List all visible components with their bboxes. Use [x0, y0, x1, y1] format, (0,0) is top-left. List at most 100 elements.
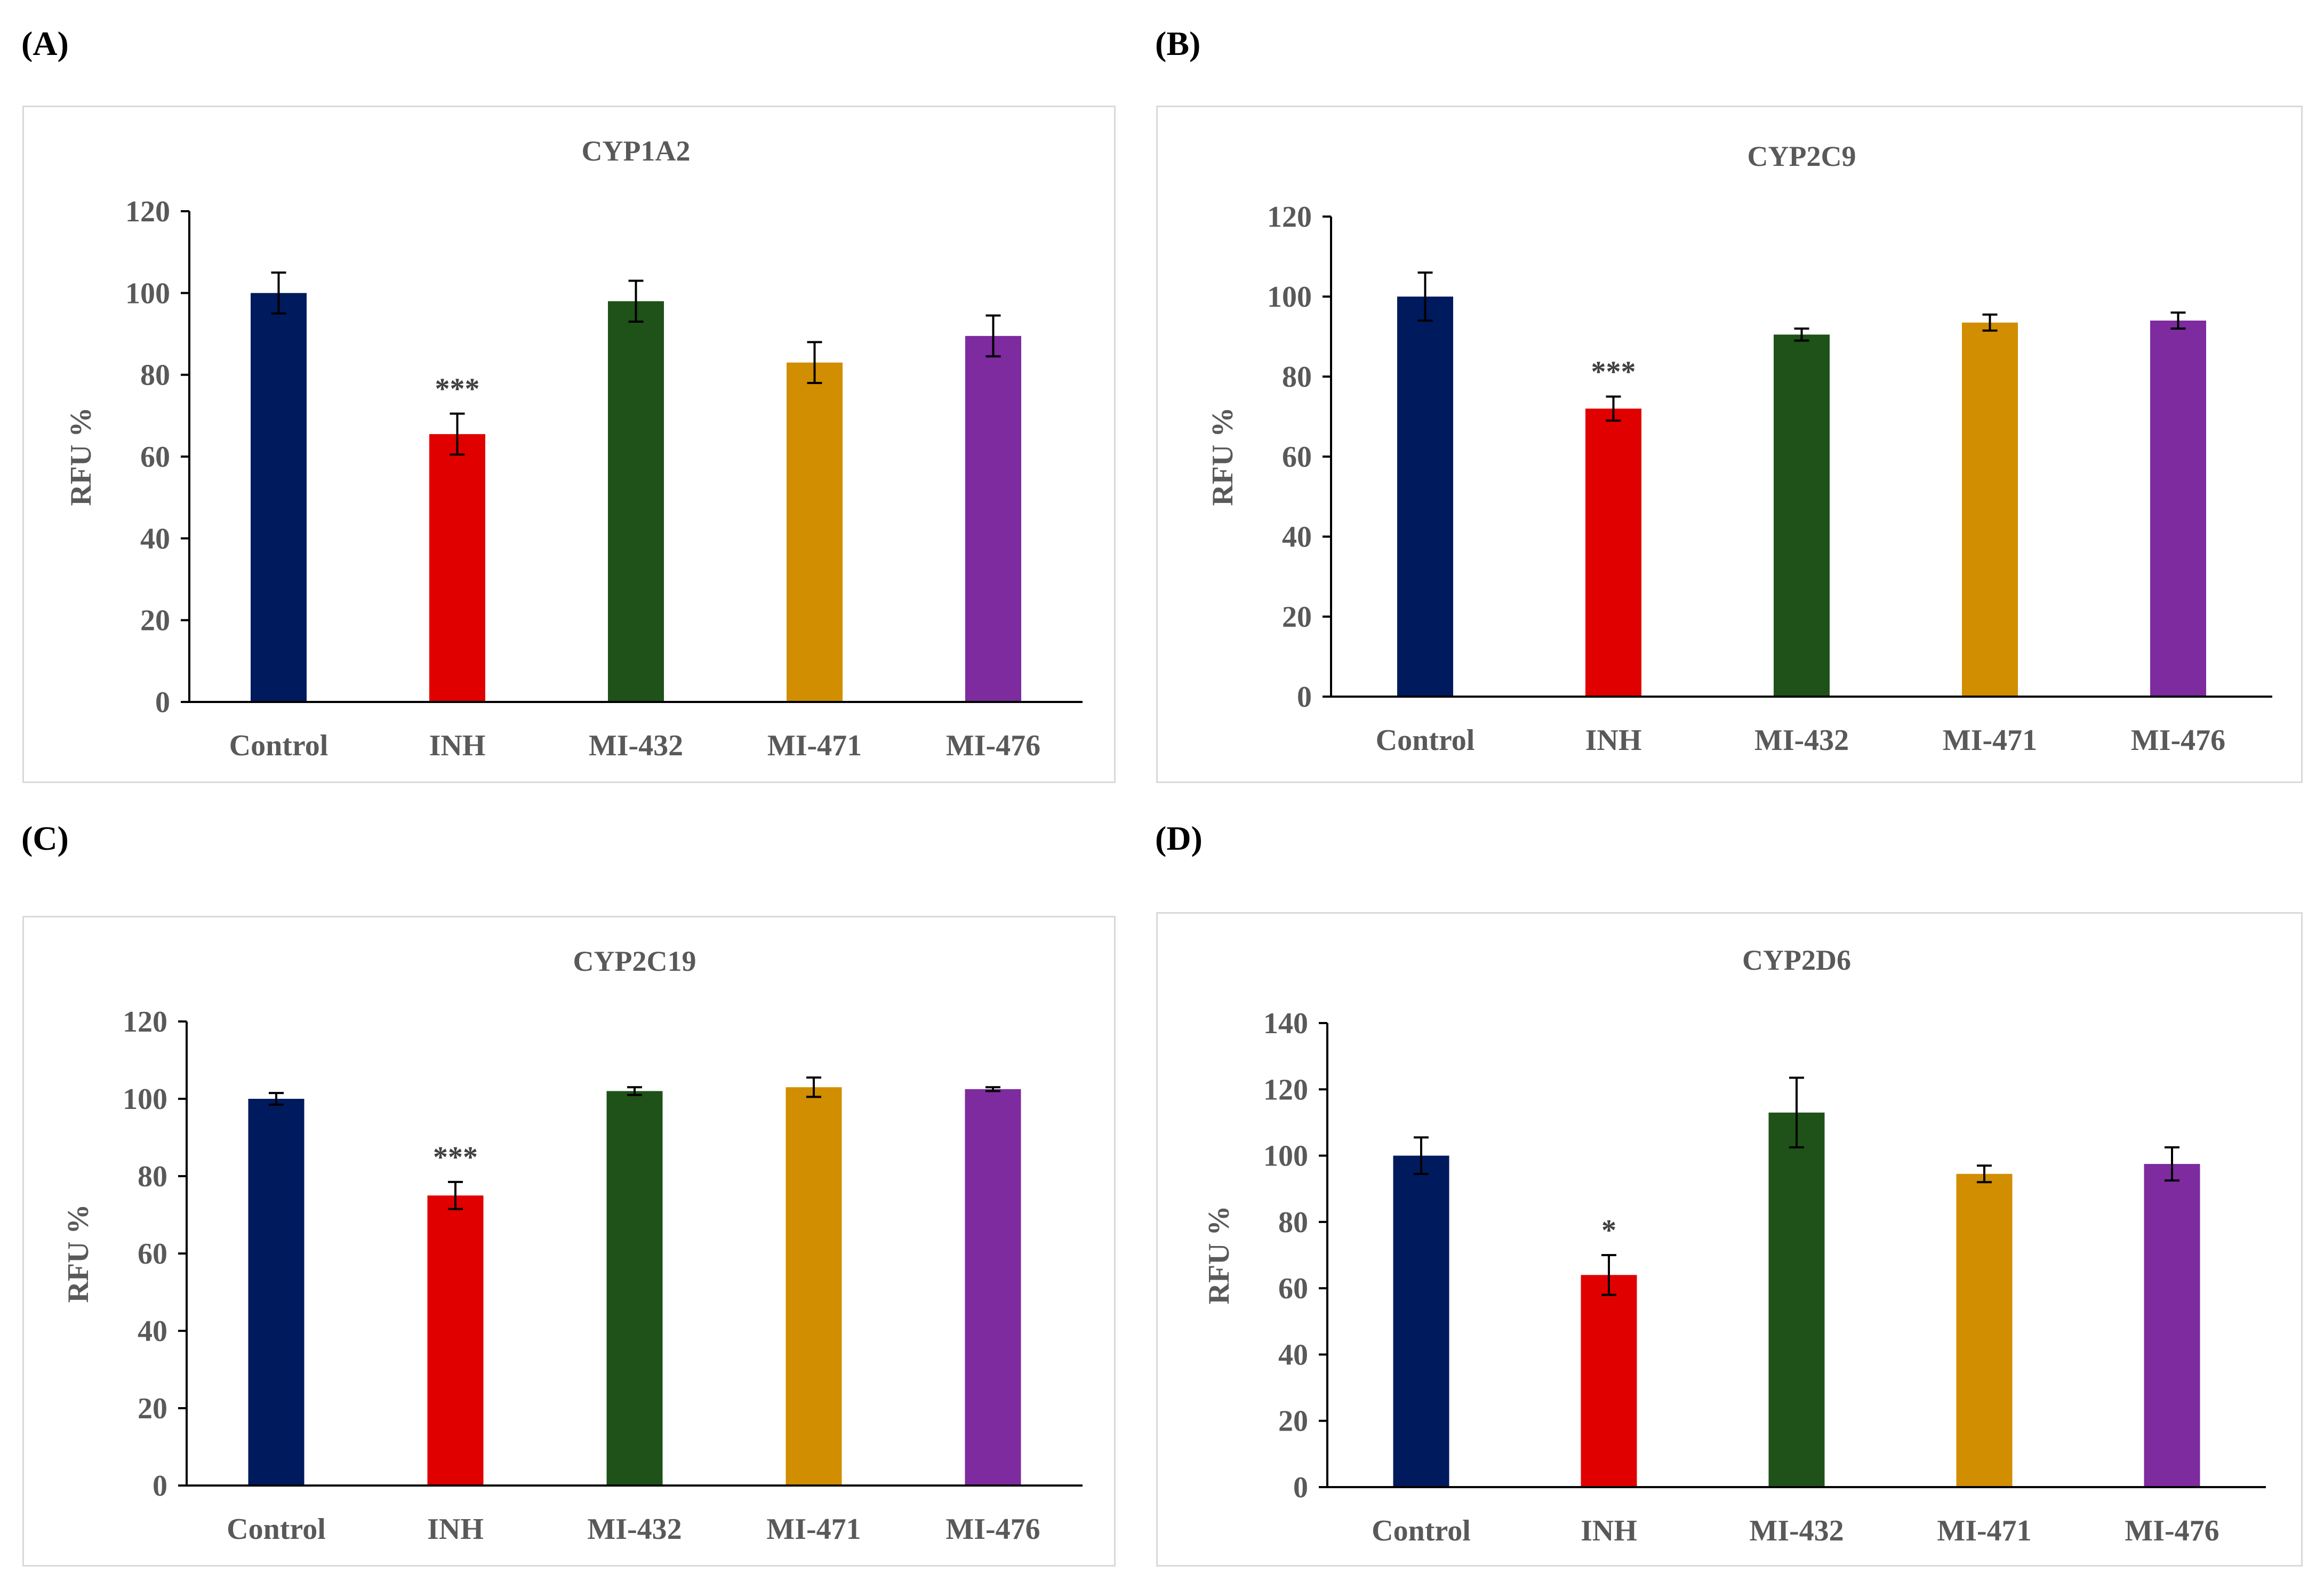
- x-tick-label-mi-471: MI-471: [1943, 724, 2037, 757]
- chart-cyp2d6: CYP2D6 RFU % 0 20 40 60 80 100 120 140 Control * INH…: [1203, 944, 2266, 1547]
- y-axis-label: RFU %: [1206, 407, 1239, 506]
- error-bar-control: [269, 1092, 284, 1106]
- panel-letter-c: (C): [21, 819, 69, 857]
- bar-mi-432: [608, 301, 664, 702]
- error-bar-mi-432: [1789, 1076, 1804, 1149]
- y-tick-label: 40: [140, 522, 170, 555]
- y-tick-label: 0: [1297, 681, 1312, 714]
- x-tick-label-mi-432: MI-432: [587, 1513, 682, 1546]
- significance-label: ***: [1591, 356, 1636, 389]
- error-bar-inh: [450, 412, 465, 456]
- y-tick-label: 40: [1278, 1338, 1308, 1371]
- panel-letter-d: (D): [1155, 819, 1203, 857]
- x-tick-label-inh: INH: [429, 729, 486, 762]
- bar-mi-432: [1774, 334, 1830, 697]
- x-tick-label-mi-476: MI-476: [2125, 1514, 2219, 1547]
- x-tick-label-mi-476: MI-476: [945, 1513, 1040, 1546]
- bar-mi-432: [1768, 1112, 1825, 1487]
- significance-label: ***: [435, 373, 480, 406]
- y-tick-label: 60: [140, 441, 170, 474]
- error-bar-mi-471: [807, 341, 822, 384]
- y-tick-label: 20: [1282, 601, 1312, 634]
- bar-mi-471: [1962, 322, 2018, 697]
- y-tick-label: 80: [140, 359, 170, 392]
- bar-control: [251, 293, 307, 702]
- chart-panel-cyp1a2: CYP1A2 RFU % 0 20 40 60 80 100 120 Control *** INH M…: [22, 106, 1116, 783]
- x-tick-label-control: Control: [227, 1513, 326, 1546]
- y-axis-label: RFU %: [1203, 1205, 1236, 1304]
- x-tick-label-mi-471: MI-471: [1937, 1514, 2031, 1547]
- bar-mi-432: [606, 1091, 663, 1486]
- y-tick-label: 80: [1278, 1206, 1308, 1239]
- significance-label: *: [1601, 1214, 1616, 1247]
- y-tick-label: 40: [1282, 521, 1312, 554]
- bar-control: [248, 1099, 304, 1486]
- error-bar-inh: [448, 1180, 463, 1210]
- chart-title: CYP1A2: [582, 135, 691, 167]
- x-tick-label-mi-432: MI-432: [589, 729, 683, 762]
- chart-panel-cyp2d6: CYP2D6 RFU % 0 20 40 60 80 100 120 140 Control * INH…: [1156, 912, 2303, 1567]
- error-bar-mi-476: [985, 314, 1001, 358]
- error-bar-mi-432: [1794, 328, 1809, 342]
- y-tick-label: 100: [125, 277, 170, 310]
- chart-cyp2c9: CYP2C9 RFU % 0 20 40 60 80 100 120 Control *** INH M…: [1206, 140, 2272, 757]
- x-tick-label-inh: INH: [1585, 724, 1642, 757]
- bar-inh: [1581, 1275, 1637, 1487]
- bar-mi-476: [965, 1089, 1021, 1486]
- error-bar-mi-476: [2170, 312, 2186, 330]
- bar-mi-476: [2144, 1164, 2200, 1487]
- bar-control: [1397, 297, 1453, 697]
- y-tick-label: 0: [155, 686, 170, 719]
- error-bar-inh: [1601, 1254, 1616, 1296]
- bar-mi-471: [787, 362, 843, 702]
- chart-title: CYP2C19: [573, 945, 696, 977]
- x-tick-label-mi-471: MI-471: [766, 1513, 861, 1546]
- bar-inh: [427, 1195, 484, 1486]
- x-tick-label-mi-471: MI-471: [767, 729, 862, 762]
- chart-cyp1a2: CYP1A2 RFU % 0 20 40 60 80 100 120 Control *** INH M…: [65, 135, 1083, 762]
- y-tick-label: 60: [1278, 1272, 1308, 1305]
- chart-panel-cyp2c9: CYP2C9 RFU % 0 20 40 60 80 100 120 Control *** INH M…: [1156, 106, 2303, 783]
- error-bar-mi-471: [1982, 313, 1998, 332]
- x-tick-label-control: Control: [229, 729, 328, 762]
- error-bar-mi-432: [627, 1086, 642, 1096]
- chart-cyp2c19: CYP2C19 RFU % 0 20 40 60 80 100 120 Control *** INH…: [62, 945, 1083, 1546]
- y-tick-label: 60: [138, 1237, 167, 1271]
- y-tick-label: 60: [1282, 441, 1312, 474]
- y-axis-label: RFU %: [62, 1204, 95, 1303]
- panel-letter-b: (B): [1155, 25, 1201, 62]
- y-tick-label: 0: [1293, 1471, 1308, 1504]
- y-tick-label: 40: [138, 1315, 167, 1348]
- y-axis-label: RFU %: [65, 407, 98, 506]
- bar-mi-476: [2150, 321, 2206, 697]
- x-tick-label-inh: INH: [1581, 1514, 1637, 1547]
- error-bar-control: [271, 272, 286, 315]
- y-tick-label: 120: [1267, 201, 1312, 234]
- error-bar-mi-471: [806, 1076, 821, 1098]
- error-bar-inh: [1606, 395, 1621, 422]
- y-tick-label: 20: [138, 1392, 167, 1425]
- y-tick-label: 100: [1263, 1140, 1308, 1173]
- x-tick-label-mi-432: MI-432: [1749, 1514, 1844, 1547]
- y-tick-label: 0: [153, 1470, 167, 1503]
- bar-inh: [429, 434, 485, 702]
- x-tick-label-control: Control: [1372, 1514, 1471, 1547]
- y-tick-label: 120: [123, 1005, 167, 1039]
- chart-title: CYP2C9: [1748, 140, 1856, 172]
- x-tick-label-mi-476: MI-476: [946, 729, 1040, 762]
- x-tick-label-mi-432: MI-432: [1754, 724, 1849, 757]
- chart-title: CYP2D6: [1742, 944, 1851, 976]
- bar-mi-471: [1956, 1173, 2013, 1487]
- error-bar-control: [1414, 1136, 1429, 1175]
- x-tick-label-mi-476: MI-476: [2131, 724, 2225, 757]
- y-tick-label: 20: [140, 604, 170, 637]
- y-tick-label: 100: [123, 1083, 167, 1116]
- bar-inh: [1585, 409, 1641, 697]
- error-bar-mi-476: [985, 1086, 1000, 1092]
- y-tick-label: 80: [1282, 361, 1312, 394]
- y-tick-label: 20: [1278, 1405, 1308, 1438]
- y-tick-label: 80: [138, 1160, 167, 1193]
- y-tick-label: 140: [1263, 1007, 1308, 1040]
- error-bar-mi-432: [628, 280, 644, 323]
- panel-letter-a: (A): [21, 25, 69, 62]
